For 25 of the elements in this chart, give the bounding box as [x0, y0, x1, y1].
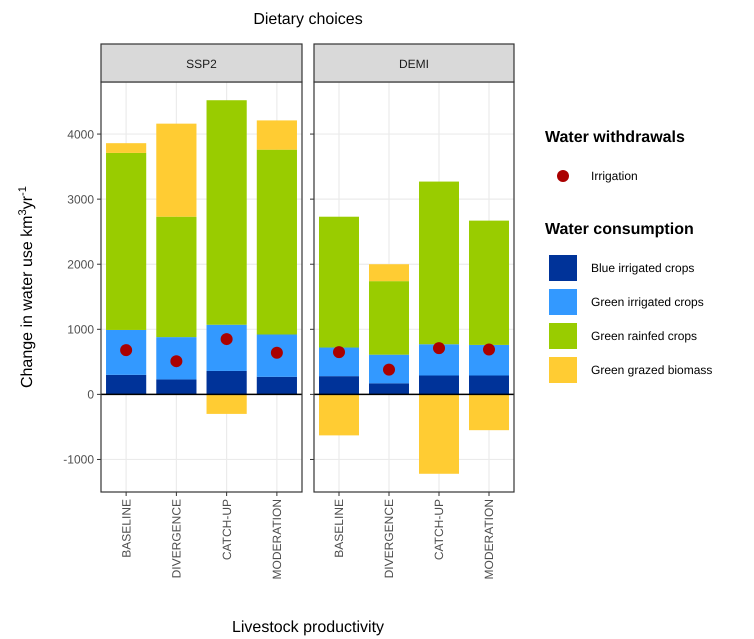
legend-title: Water consumption — [545, 221, 694, 238]
legend-label: Blue irrigated crops — [591, 261, 694, 276]
chart-title: SSP2 — [186, 57, 218, 71]
x-tick-label: BASELINE — [332, 499, 346, 558]
x-tick-label: BASELINE — [119, 499, 134, 558]
legend-label: Green rainfed crops — [591, 329, 698, 344]
legend-label: Green grazed biomass — [591, 363, 712, 378]
x-tick-label: MODERATION — [482, 499, 496, 580]
chart-title: DEMI — [399, 57, 429, 71]
x-axis-title: Livestock productivity — [232, 619, 384, 636]
x-tick-label: MODERATION — [270, 499, 284, 580]
y-tick-label: 3000 — [67, 192, 94, 206]
y-tick-label: 1000 — [67, 322, 94, 336]
chart-subtitle: Dietary choices — [253, 11, 363, 28]
legend-label: Green irrigated crops — [591, 295, 704, 310]
y-tick-label: 2000 — [67, 257, 94, 272]
x-tick-label: CATCH-UP — [432, 499, 446, 560]
y-tick-label: 4000 — [67, 127, 94, 142]
legend-title: Water withdrawals — [545, 129, 685, 146]
y-tick-label: -1000 — [63, 452, 94, 467]
x-tick-label: CATCH-UP — [220, 499, 234, 560]
y-tick-label: 0 — [87, 388, 94, 402]
x-tick-label: DIVERGENCE — [382, 499, 396, 578]
x-tick-label: DIVERGENCE — [170, 499, 184, 578]
legend-label: Irrigation — [591, 169, 638, 184]
